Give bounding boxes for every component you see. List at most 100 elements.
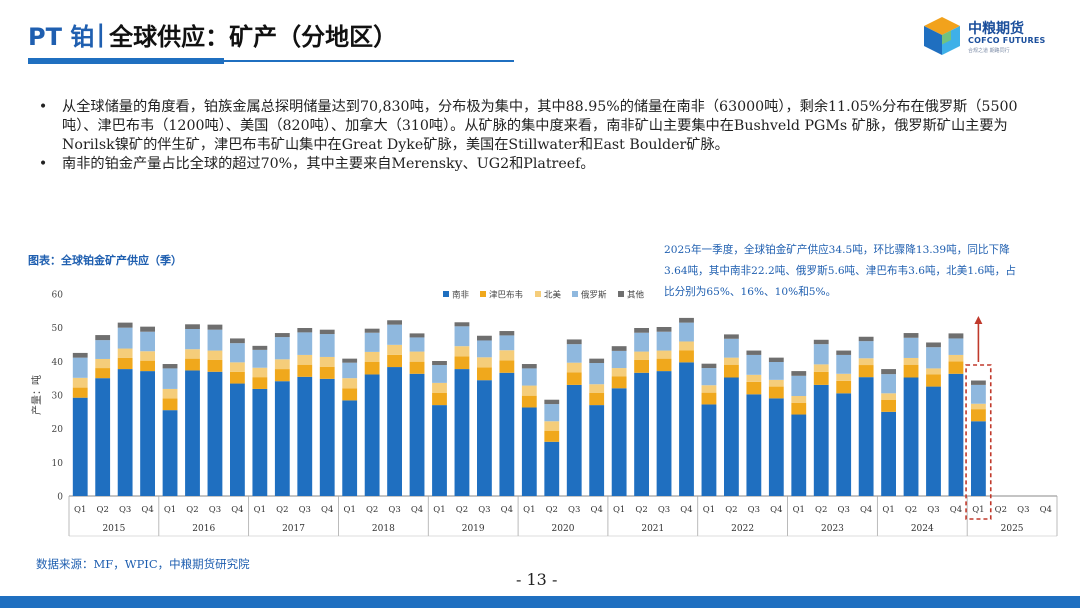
x-tick-label-quarter: Q2 [546, 505, 558, 515]
bar-segment [409, 351, 425, 362]
bar-segment [544, 421, 560, 431]
bar-segment [723, 334, 739, 339]
x-tick-label-quarter: Q2 [96, 505, 108, 515]
highlight-box [965, 364, 992, 520]
x-tick-label-quarter: Q4 [231, 505, 243, 515]
bar-segment [432, 365, 447, 383]
bar-segment [544, 399, 560, 405]
x-tick-label-quarter: Q3 [209, 505, 221, 515]
bar-segment [499, 350, 515, 361]
bar-segment [432, 360, 447, 366]
bar-segment [836, 373, 852, 381]
bar-segment [252, 349, 268, 368]
y-tick-label: 50 [52, 324, 64, 334]
bar-segment [297, 328, 313, 333]
bar-segment [791, 414, 807, 496]
bar-segment [319, 334, 335, 357]
bar-segment [476, 367, 492, 381]
bar-segment [701, 368, 717, 386]
bar-segment [881, 399, 897, 412]
bar-segment [72, 352, 88, 358]
bar-segment [274, 381, 290, 496]
bar-segment [342, 362, 358, 379]
bar-segment [746, 350, 762, 355]
x-tick-label-quarter: Q1 [703, 505, 715, 515]
bar-segment [746, 354, 762, 375]
bar-segment [185, 329, 200, 350]
slide-title: PT 铂 | 全球供应：矿产（分地区） [28, 14, 397, 54]
bar-segment [72, 377, 88, 388]
x-tick-label-quarter: Q4 [321, 505, 333, 515]
bar-segment [701, 363, 717, 369]
bar-segment [95, 335, 111, 341]
x-tick-label-quarter: Q2 [635, 505, 647, 515]
bar-segment [746, 374, 762, 382]
bar-segment [679, 322, 694, 342]
cube-logo-icon [924, 17, 960, 55]
bar-segment [656, 326, 672, 332]
bar-segment [723, 364, 739, 378]
bar-segment [791, 371, 807, 376]
bar-segment [926, 347, 941, 369]
bar-segment [297, 354, 313, 365]
bar-segment [432, 392, 447, 406]
bar-segment [95, 340, 111, 359]
bar-segment [656, 371, 672, 496]
bar-segment [948, 361, 964, 374]
highlight-arrow-head [974, 316, 983, 324]
bar-segment [72, 387, 88, 398]
x-tick-label-quarter: Q4 [411, 505, 423, 515]
bar-segment [72, 357, 88, 378]
bar-segment [454, 326, 470, 347]
bar-segment [252, 345, 268, 350]
x-tick-label-year: 2016 [192, 524, 215, 534]
bar-segment [387, 367, 403, 496]
bar-segment [858, 341, 874, 359]
x-tick-label-quarter: Q4 [1040, 505, 1052, 515]
legend-swatch [572, 291, 578, 297]
bar-segment [970, 409, 986, 422]
bar-segment [903, 337, 919, 358]
bar-segment [544, 430, 560, 442]
x-tick-label-year: 2025 [1001, 524, 1024, 534]
bar-segment [454, 346, 470, 357]
bar-segment [117, 322, 133, 328]
company-logo: 中粮期货 COFCO FUTURES 合规之道 期路同行 [920, 14, 1060, 60]
x-tick-label-quarter: Q2 [456, 505, 468, 515]
bar-segment [117, 369, 133, 496]
bar-segment [521, 364, 537, 369]
bullet-marker: • [38, 156, 48, 172]
bar-segment [836, 393, 852, 496]
x-tick-label-year: 2018 [372, 524, 395, 534]
bar-segment [948, 333, 964, 339]
bar-segment [140, 360, 156, 372]
bar-segment [364, 332, 380, 352]
bar-segment [634, 372, 650, 496]
bar-segment [72, 397, 88, 496]
bar-segment [274, 337, 290, 360]
bar-segment [634, 328, 650, 333]
bar-segment [364, 362, 380, 375]
bar-segment [566, 362, 582, 373]
bar-segment [589, 358, 605, 364]
bar-segment [274, 359, 290, 370]
x-tick-label-quarter: Q3 [658, 505, 670, 515]
bar-segment [162, 410, 178, 496]
x-tick-label-quarter: Q4 [770, 505, 782, 515]
bar-segment [185, 324, 200, 330]
chart-annotation: 2025年一季度，全球铂金矿产供应34.5吨，环比骤降13.39吨，同比下降3.… [664, 244, 1016, 298]
bar-segment [566, 372, 582, 385]
x-tick-label-quarter: Q1 [972, 505, 984, 515]
y-tick-label: 60 [52, 291, 64, 301]
bar-segment [881, 411, 897, 496]
bar-segment [274, 333, 290, 338]
x-tick-label-quarter: Q1 [882, 505, 894, 515]
x-tick-label-year: 2022 [731, 524, 754, 534]
bar-segment [319, 356, 335, 367]
x-tick-label-quarter: Q2 [815, 505, 827, 515]
bar-segment [207, 359, 223, 372]
bullet-marker: • [38, 99, 48, 115]
bar-segment [881, 369, 897, 375]
legend-swatch [443, 291, 449, 297]
